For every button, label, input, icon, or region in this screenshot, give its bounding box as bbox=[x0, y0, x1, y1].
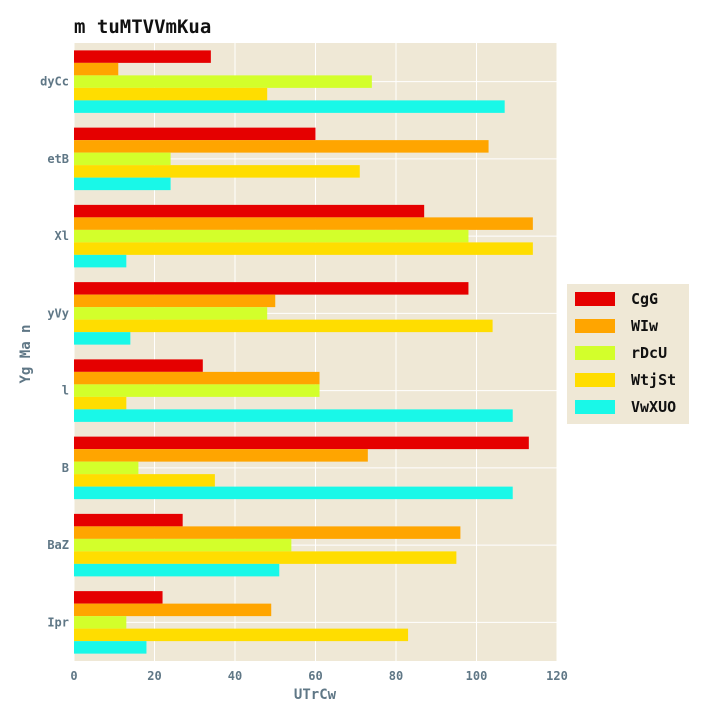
bar-VwXUO-yVy bbox=[74, 332, 131, 345]
bar-VwXUO-dyCc bbox=[74, 100, 505, 113]
bar-CgG-Xl bbox=[74, 204, 425, 218]
bar-rDcU-Ipr bbox=[74, 616, 127, 629]
y-axis-label: Yg Ma n bbox=[18, 324, 34, 383]
y-tick-label: l bbox=[62, 384, 69, 398]
bar-rDcU-yVy bbox=[74, 307, 268, 320]
bar-CgG-Ipr bbox=[74, 591, 163, 604]
bar-WtjSt-B bbox=[74, 474, 215, 487]
bar-rDcU-BaZ bbox=[74, 538, 292, 552]
bar-WIw-dyCc bbox=[74, 62, 119, 76]
legend-label-rDcU: rDcU bbox=[631, 344, 667, 362]
bar-WIw-B bbox=[74, 449, 368, 462]
plot-layer: 0 20 40 60 80 100 120 dyCc etB Xl yVy l B BaZ Ipr bbox=[40, 43, 568, 683]
x-tick-label: 0 bbox=[70, 669, 77, 683]
bar-rDcU-etB bbox=[74, 152, 171, 166]
legend-swatch-VwXUO bbox=[575, 400, 615, 414]
x-tick-label: 100 bbox=[466, 669, 488, 683]
y-tick-label: Ipr bbox=[47, 615, 69, 629]
x-tick-label: 20 bbox=[147, 669, 161, 683]
x-tick-label: 120 bbox=[546, 669, 568, 683]
y-tick-label: BaZ bbox=[47, 538, 69, 552]
legend: CgG WIw rDcU WtjSt VwXUO bbox=[567, 284, 689, 424]
y-tick-label: B bbox=[62, 461, 69, 475]
legend-label-WtjSt: WtjSt bbox=[631, 371, 676, 389]
bar-WIw-yVy bbox=[74, 294, 276, 308]
bar-VwXUO-etB bbox=[74, 177, 171, 191]
bar-WIw-Xl bbox=[74, 217, 533, 230]
bar-WtjSt-dyCc bbox=[74, 87, 268, 101]
bar-VwXUO-Xl bbox=[74, 254, 127, 268]
bar-WIw-Ipr bbox=[74, 603, 272, 617]
y-tick-label: etB bbox=[47, 152, 69, 166]
legend-swatch-WIw bbox=[575, 319, 615, 333]
chart-title: m tuMTVVmKua bbox=[74, 16, 211, 38]
legend-label-VwXUO: VwXUO bbox=[631, 398, 676, 416]
bar-WtjSt-BaZ bbox=[74, 551, 457, 564]
legend-swatch-WtjSt bbox=[575, 373, 615, 387]
bar-CgG-etB bbox=[74, 127, 316, 141]
y-tick-label: dyCc bbox=[40, 75, 69, 89]
x-tick-label: 80 bbox=[389, 669, 403, 683]
x-tick-label: 40 bbox=[228, 669, 242, 683]
bar-rDcU-l bbox=[74, 384, 320, 397]
bar-rDcU-Xl bbox=[74, 229, 469, 243]
bar-CgG-dyCc bbox=[74, 50, 211, 63]
bar-CgG-l bbox=[74, 359, 203, 372]
bar-CgG-yVy bbox=[74, 282, 469, 295]
bar-WIw-etB bbox=[74, 140, 489, 153]
legend-swatch-CgG bbox=[575, 292, 615, 306]
legend-swatch-rDcU bbox=[575, 346, 615, 360]
bar-rDcU-B bbox=[74, 461, 139, 475]
x-tick-label: 60 bbox=[308, 669, 322, 683]
bar-CgG-BaZ bbox=[74, 513, 183, 527]
legend-label-CgG: CgG bbox=[631, 290, 658, 308]
bar-WtjSt-Ipr bbox=[74, 628, 409, 642]
bar-rDcU-dyCc bbox=[74, 75, 372, 88]
bar-WIw-BaZ bbox=[74, 526, 461, 539]
bar-CgG-B bbox=[74, 436, 529, 450]
bar-WtjSt-Xl bbox=[74, 242, 533, 255]
bar-VwXUO-B bbox=[74, 486, 513, 500]
bar-WIw-l bbox=[74, 371, 320, 385]
y-tick-label: Xl bbox=[55, 229, 69, 243]
bar-VwXUO-l bbox=[74, 409, 513, 422]
legend-label-WIw: WIw bbox=[631, 317, 659, 335]
bar-VwXUO-BaZ bbox=[74, 563, 280, 577]
bar-WtjSt-etB bbox=[74, 165, 360, 178]
y-tick-label: yVy bbox=[47, 306, 69, 320]
bar-WtjSt-yVy bbox=[74, 319, 493, 333]
bar-WtjSt-l bbox=[74, 396, 127, 410]
bar-VwXUO-Ipr bbox=[74, 641, 147, 654]
x-axis-label: UTrCw bbox=[294, 687, 337, 703]
